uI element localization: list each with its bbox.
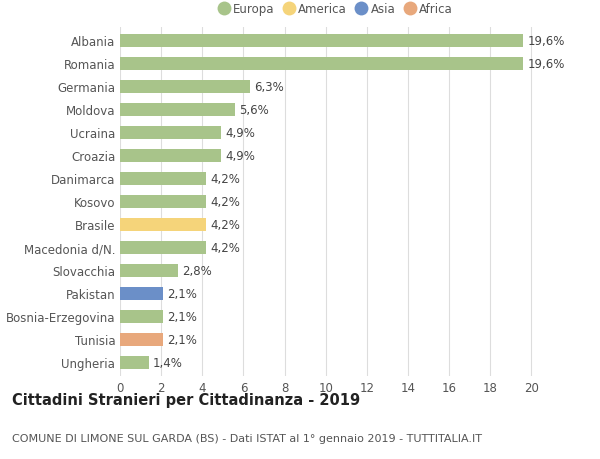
Text: 2,1%: 2,1%	[167, 310, 197, 323]
Text: 6,3%: 6,3%	[254, 81, 283, 94]
Bar	[120, 149, 221, 163]
Bar	[120, 333, 163, 347]
Text: 2,1%: 2,1%	[167, 333, 197, 346]
Text: 4,2%: 4,2%	[211, 196, 241, 208]
Text: 1,4%: 1,4%	[153, 356, 183, 369]
Text: Cittadini Stranieri per Cittadinanza - 2019: Cittadini Stranieri per Cittadinanza - 2…	[12, 392, 360, 407]
Bar	[120, 34, 523, 48]
Text: 2,1%: 2,1%	[167, 287, 197, 300]
Text: 4,9%: 4,9%	[225, 150, 255, 162]
Text: 5,6%: 5,6%	[239, 104, 269, 117]
Legend: Europa, America, Asia, Africa: Europa, America, Asia, Africa	[214, 0, 458, 21]
Text: 4,2%: 4,2%	[211, 241, 241, 254]
Bar	[120, 195, 206, 209]
Bar	[120, 103, 235, 117]
Text: 4,9%: 4,9%	[225, 127, 255, 140]
Bar	[120, 57, 523, 71]
Bar	[120, 80, 250, 94]
Bar	[120, 218, 206, 232]
Text: 19,6%: 19,6%	[527, 58, 565, 71]
Text: 19,6%: 19,6%	[527, 35, 565, 48]
Bar	[120, 310, 163, 324]
Bar	[120, 241, 206, 255]
Bar	[120, 287, 163, 301]
Bar	[120, 126, 221, 140]
Text: 4,2%: 4,2%	[211, 173, 241, 185]
Text: 2,8%: 2,8%	[182, 264, 211, 277]
Bar	[120, 356, 149, 369]
Bar	[120, 172, 206, 186]
Text: COMUNE DI LIMONE SUL GARDA (BS) - Dati ISTAT al 1° gennaio 2019 - TUTTITALIA.IT: COMUNE DI LIMONE SUL GARDA (BS) - Dati I…	[12, 433, 482, 442]
Bar	[120, 264, 178, 278]
Text: 4,2%: 4,2%	[211, 218, 241, 231]
